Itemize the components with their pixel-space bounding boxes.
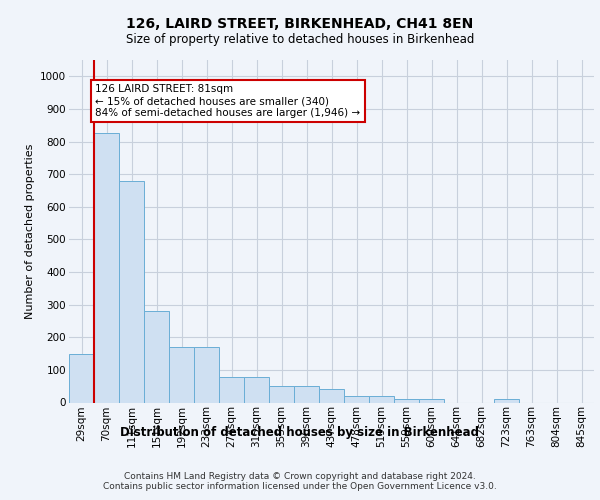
Bar — [94, 133, 119, 402]
Text: Distribution of detached houses by size in Birkenhead: Distribution of detached houses by size … — [121, 426, 479, 439]
Bar — [194, 347, 219, 403]
Bar — [319, 390, 344, 402]
Bar — [219, 377, 244, 402]
Text: Contains HM Land Registry data © Crown copyright and database right 2024.
Contai: Contains HM Land Registry data © Crown c… — [103, 472, 497, 491]
Bar — [144, 311, 169, 402]
Bar — [369, 396, 394, 402]
Text: Size of property relative to detached houses in Birkenhead: Size of property relative to detached ho… — [126, 32, 474, 46]
Bar — [394, 399, 419, 402]
Text: 126 LAIRD STREET: 81sqm
← 15% of detached houses are smaller (340)
84% of semi-d: 126 LAIRD STREET: 81sqm ← 15% of detache… — [95, 84, 361, 117]
Bar — [69, 354, 94, 403]
Bar — [269, 386, 294, 402]
Bar — [244, 377, 269, 402]
Bar — [344, 396, 369, 402]
Bar — [419, 399, 444, 402]
Bar — [494, 399, 519, 402]
Bar — [169, 347, 194, 403]
Bar — [119, 180, 144, 402]
Text: 126, LAIRD STREET, BIRKENHEAD, CH41 8EN: 126, LAIRD STREET, BIRKENHEAD, CH41 8EN — [127, 18, 473, 32]
Bar — [294, 386, 319, 402]
Y-axis label: Number of detached properties: Number of detached properties — [25, 144, 35, 319]
